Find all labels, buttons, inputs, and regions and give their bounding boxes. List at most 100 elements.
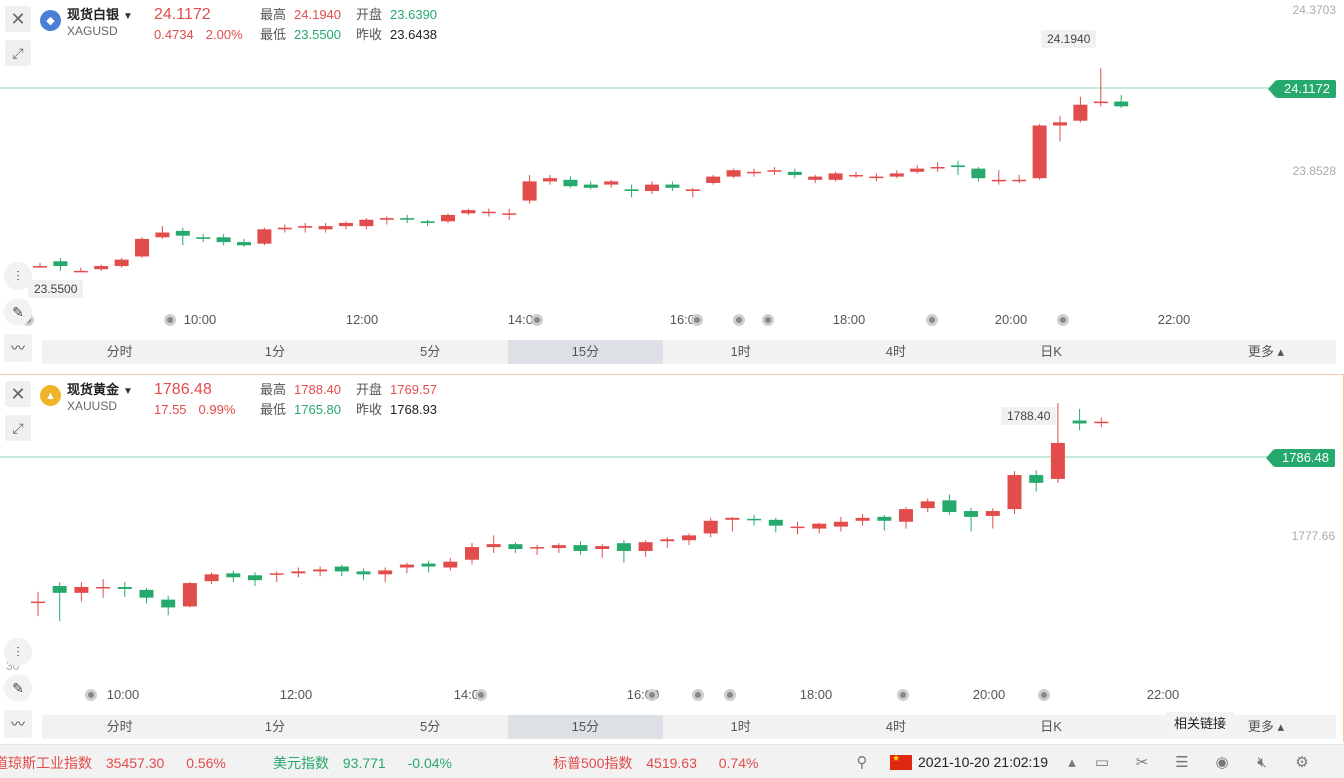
candle [1012,175,1027,183]
candlestick-chart-gold[interactable]: 10:00 12:00 14:00 16:00 18:00 20:00 22:00 [0,375,1344,713]
candle [726,168,741,179]
symbol-selector[interactable]: 现货黄金 ▼ [67,382,133,397]
tf-intraday[interactable]: 分时 [106,719,133,734]
close-icon[interactable]: ✕ [5,381,31,407]
tf-more[interactable]: 更多 ▴ [1247,719,1284,734]
candle [1094,417,1109,428]
candle [665,181,680,191]
candle-body [616,543,631,551]
line-chart-icon[interactable]: 〰 [4,334,32,362]
timeframe-bar: 分时 1分 5分 15分 1时 4时 日K 更多 ▴ [42,340,1336,364]
candle-body [379,218,394,220]
candle [139,587,154,604]
candle-body [595,546,610,550]
candle-body [1029,475,1044,483]
tf-more[interactable]: 更多 ▴ [1247,344,1284,359]
line-chart-icon[interactable]: 〰 [4,710,32,738]
candle [441,213,455,223]
draw-pencil-icon[interactable]: ✎ [4,298,32,326]
tf-4h[interactable]: 4时 [885,344,906,359]
mute-icon[interactable]: 🔇︎ [1257,753,1267,771]
tf-1min[interactable]: 1分 [264,344,285,359]
status-tray: ⚲ 2021-10-20 21:02:19 ▴ ▭ ✂ ☰ ◉ 🔇︎ ⚙ [850,752,1330,772]
candle-body [665,184,680,188]
chevron-down-icon: ▼ [123,386,133,397]
candle-body [94,266,109,270]
candle [910,165,925,174]
candle-body [726,170,741,177]
indicator-icon[interactable]: ⫶ [4,638,32,666]
tf-intraday[interactable]: 分时 [106,344,133,359]
ticker-item-dxy[interactable]: 美元指数 93.771 -0.04% [273,755,452,771]
candle [1093,68,1108,107]
tf-15min[interactable]: 15分 [507,340,663,364]
tf-daily[interactable]: 日K [1040,344,1062,359]
candle-body [833,521,848,527]
open-value: 1769.57 [390,382,438,397]
candle-body [420,221,435,223]
candle [33,262,47,268]
candle [971,167,986,182]
candle [583,181,598,190]
tf-5min[interactable]: 5分 [420,344,441,359]
time-axis-label: 12:00 [346,312,379,327]
candle [985,508,1000,529]
event-marker-dot [649,692,655,698]
candle-body [767,170,782,172]
close-icon[interactable]: ✕ [5,6,31,32]
candle [216,234,231,246]
caret-up-icon[interactable]: ▴ [1068,754,1076,771]
expand-icon[interactable]: ⤢ [5,415,31,441]
candle-body [502,213,517,215]
candle-body [248,575,262,581]
candle-body [889,173,904,177]
candle-body [849,175,863,177]
candle-body [359,219,374,227]
candle [378,567,393,583]
symbol-code: XAUUSD [67,399,118,413]
candle-body [443,561,458,568]
settings-icon[interactable]: ⚙ [1295,754,1309,771]
candle [53,258,68,271]
candle [991,170,1006,185]
candle-body [930,167,945,169]
candle [964,508,979,532]
price-change: 0.4734 2.00% [154,27,243,42]
candle-body [543,178,557,182]
tools-icon[interactable]: ✂ [1135,754,1149,771]
tf-1min[interactable]: 1分 [264,719,285,734]
ticker-item-dow[interactable]: 道琼斯工业指数 35457.30 0.56% [0,755,226,771]
tf-daily[interactable]: 日K [1040,719,1062,734]
expand-icon[interactable]: ⤢ [5,40,31,66]
candle-body [277,227,292,230]
chevron-down-icon: ▼ [123,11,133,22]
candle [248,572,262,587]
candle [522,175,537,204]
draw-pencil-icon[interactable]: ✎ [4,674,32,702]
camera-icon[interactable]: ◉ [1215,754,1229,771]
ticker-item-sp500[interactable]: 标普500指数 4519.63 0.74% [553,755,759,771]
screen-off-icon[interactable]: ▭ [1094,754,1110,771]
tf-1h[interactable]: 1时 [730,344,751,359]
satellite-icon[interactable]: ⚲ [856,754,868,771]
tf-4h[interactable]: 4时 [885,719,906,734]
tf-15min[interactable]: 15分 [507,715,663,739]
candle [787,168,802,179]
candle [812,522,827,534]
candle [461,208,476,215]
candlestick-chart-silver[interactable]: 10:00 12:00 14:00 16:00 18:00 20:00 22:00 [0,0,1344,338]
tf-1h[interactable]: 1时 [730,719,751,734]
symbol-selector[interactable]: 现货白银 ▼ [67,7,133,22]
tf-5min[interactable]: 5分 [420,719,441,734]
candle [196,234,211,243]
candle [604,179,619,188]
candle-body [291,571,306,574]
candle [481,208,496,217]
related-links-button[interactable]: 相关链接 [1166,712,1235,736]
menu-icon[interactable]: ☰ [1175,754,1189,771]
candle-body [1072,420,1087,424]
candle [399,562,414,574]
indicator-icon[interactable]: ⫶ [4,262,32,290]
candle-body [175,230,190,236]
candle-body [96,586,111,589]
